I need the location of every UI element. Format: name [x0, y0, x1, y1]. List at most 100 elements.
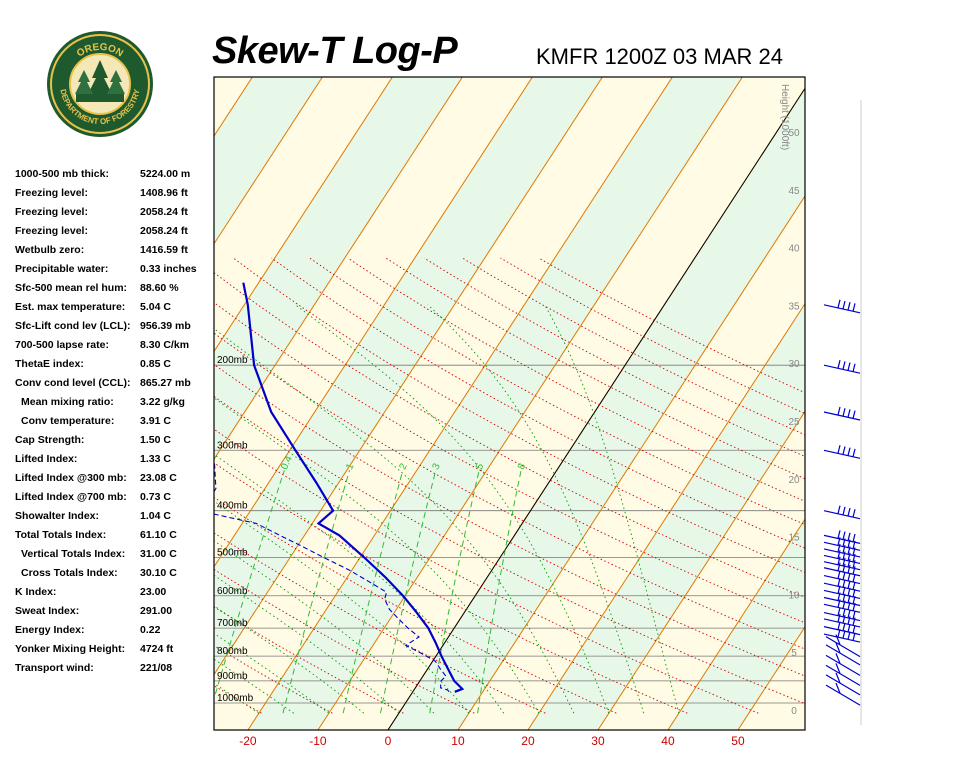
stat-row: Precipitable water: 0.33 inches: [15, 263, 220, 282]
mixing-ratio-line: [342, 470, 404, 714]
stat-value: 865.27 mb: [140, 377, 191, 389]
barb-flag: [847, 447, 851, 456]
stat-label: Sfc-500 mean rel hum:: [15, 282, 128, 294]
barb-flag: [842, 544, 846, 554]
stat-label: Sfc-Lift cond lev (LCL):: [15, 320, 131, 332]
barb-staff: [823, 567, 861, 577]
barb-flag: [835, 653, 841, 664]
barb-flag: [835, 663, 841, 674]
barb-flag: [852, 410, 856, 419]
barb-flag: [852, 560, 856, 569]
barb-flag: [842, 446, 846, 455]
barb-staff: [823, 633, 861, 643]
height-tick: 10: [788, 590, 800, 601]
barb-flag: [847, 409, 851, 418]
chart-title: Skew-T Log-P: [212, 30, 458, 72]
stat-value: 8.30 C/km: [140, 339, 190, 351]
isotherm-line: [214, 77, 603, 676]
isotherm-line: [247, 77, 673, 730]
wind-barb: [825, 634, 861, 658]
barb-flag: [847, 631, 851, 640]
dry-adiabat: [214, 395, 805, 705]
pressure-label: 1000mb: [217, 693, 254, 704]
pressure-label: 600mb: [217, 586, 248, 597]
barb-flag: [852, 553, 856, 563]
dry-adiabat: [214, 301, 805, 624]
stat-label: Freezing level:: [15, 206, 88, 218]
barb-flag: [837, 505, 841, 514]
stat-value: 5.04 C: [140, 301, 171, 313]
height-tick: 5: [791, 648, 797, 659]
barb-flag: [852, 540, 856, 550]
wind-barb: [825, 663, 861, 686]
barb-staff: [823, 411, 861, 421]
barb-flag: [852, 632, 856, 641]
stat-label: Lifted Index @700 mb:: [15, 491, 127, 503]
stat-value: 3.22 g/kg: [140, 396, 185, 408]
wind-barb: [823, 562, 861, 577]
wind-barb: [825, 653, 861, 676]
stat-label: Cap Strength:: [15, 434, 85, 446]
stat-row: Freezing level: 2058.24 ft: [15, 225, 220, 244]
barb-flag: [837, 530, 841, 539]
stat-value: 88.60 %: [140, 282, 179, 294]
stat-label: Lifted Index @300 mb:: [15, 472, 127, 484]
wind-barb: [823, 599, 861, 613]
barb-flag: [837, 578, 841, 587]
barb-staff: [823, 589, 861, 600]
barb-flag: [837, 537, 841, 546]
wind-barb: [825, 642, 861, 666]
stat-row: Conv cond level (CCL): 865.27 mb: [15, 377, 220, 396]
stat-row: Vertical Totals Index: 31.00 C: [15, 548, 220, 567]
stat-row: Total Totals Index: 61.10 C: [15, 529, 220, 548]
stat-row: Sfc-500 mean rel hum: 88.60 %: [15, 282, 220, 301]
barb-flag: [837, 299, 841, 308]
wind-barb: [825, 672, 861, 696]
barb-flag: [852, 625, 856, 634]
moist-adiabat: [214, 540, 435, 714]
barb-flag: [847, 616, 851, 625]
barb-staff: [825, 664, 861, 686]
mixing-ratio-line: [214, 470, 285, 701]
temperature-tick: 40: [661, 734, 675, 748]
stat-value: 61.10 C: [140, 529, 177, 541]
stat-value: 1416.59 ft: [140, 244, 188, 256]
wind-barb: [823, 628, 861, 643]
barb-flag: [847, 601, 851, 610]
station-time: KMFR 1200Z 03 MAR 24: [536, 44, 783, 69]
dry-adiabat: [214, 645, 333, 714]
barb-flag: [842, 557, 846, 567]
height-axis-label: Height (1000ft): [779, 84, 790, 150]
stat-value: 0.85 C: [140, 358, 171, 370]
barb-flag: [842, 538, 846, 547]
stat-row: Freezing level: 2058.24 ft: [15, 206, 220, 225]
barb-flag: [842, 408, 846, 417]
barb-flag: [852, 574, 856, 583]
stat-value: 3.91 C: [140, 415, 171, 427]
isotherm-band: [317, 77, 805, 730]
barb-flag: [852, 581, 856, 590]
barb-flag: [842, 361, 846, 370]
isotherm-line: [527, 302, 805, 730]
mixing-ratio-line: [429, 470, 480, 714]
stat-label: Conv cond level (CCL):: [15, 377, 131, 389]
height-tick: 35: [788, 301, 800, 312]
barb-flag: [842, 600, 846, 609]
stat-label: K Index:: [15, 586, 57, 598]
stat-value: 2058.24 ft: [140, 225, 188, 237]
height-tick: 45: [788, 186, 800, 197]
barb-flag: [847, 552, 851, 561]
moist-adiabat: [214, 605, 365, 714]
plot-border: [213, 76, 806, 731]
isotherm-line: [808, 77, 960, 730]
height-tick: 50: [788, 128, 800, 139]
stat-value: 1.04 C: [140, 510, 171, 522]
barb-flag: [842, 300, 846, 310]
barb-flag: [835, 682, 841, 694]
chart-grid: [214, 77, 960, 730]
mixing-ratio-label: 8: [516, 461, 529, 471]
barb-flag: [842, 622, 846, 631]
barb-flag: [852, 547, 856, 556]
pressure-label: 300mb: [217, 440, 248, 451]
zero-isotherm: [387, 87, 805, 730]
